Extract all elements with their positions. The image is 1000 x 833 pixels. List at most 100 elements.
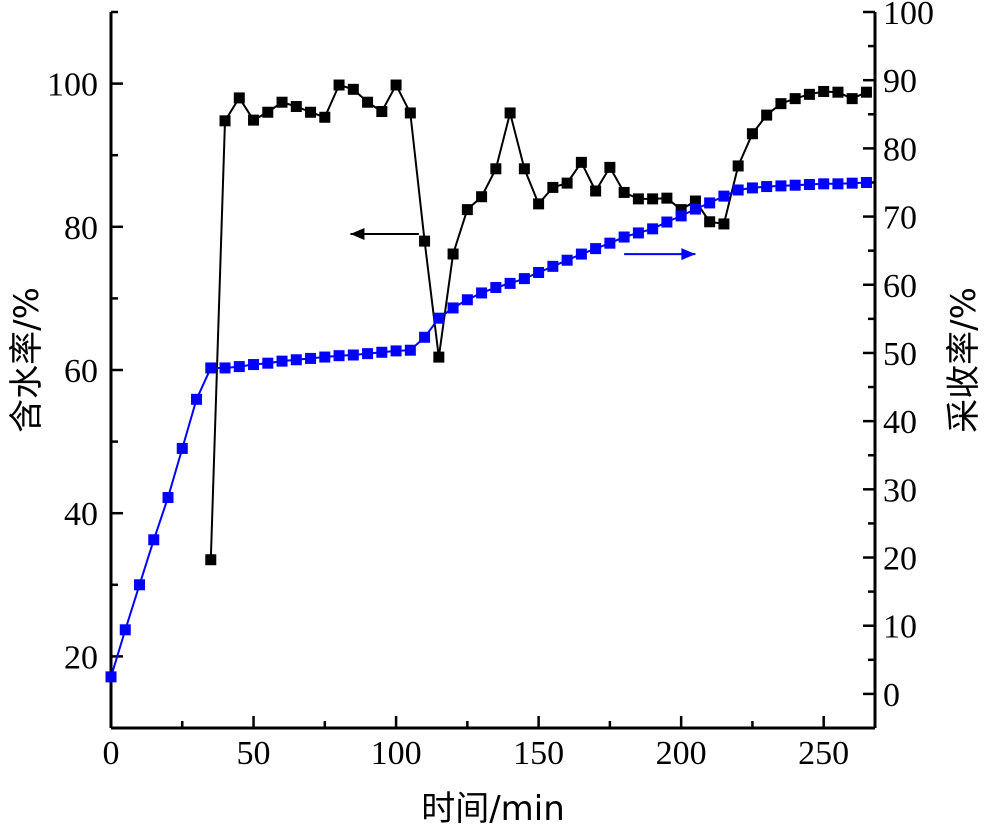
data-point: [832, 178, 844, 190]
data-point: [319, 111, 331, 123]
data-point: [647, 193, 659, 205]
right-y-tick-label: 60: [883, 268, 917, 305]
data-point: [276, 96, 288, 108]
data-point: [376, 346, 388, 358]
data-point: [689, 195, 701, 207]
right-y-tick-label: 20: [883, 541, 917, 578]
data-point: [262, 106, 274, 118]
data-point: [447, 248, 459, 260]
data-point: [661, 216, 673, 228]
data-point: [105, 671, 117, 683]
data-point: [419, 235, 431, 247]
data-point: [404, 107, 416, 119]
recovery-series: [105, 176, 872, 683]
data-point: [219, 362, 231, 374]
data-point: [732, 184, 744, 196]
left-y-axis-title: 含水率/%: [7, 287, 47, 433]
right-y-tick-label: 0: [883, 677, 900, 714]
data-point: [504, 277, 516, 289]
data-point: [647, 223, 659, 235]
data-point: [775, 98, 787, 110]
data-point: [176, 442, 188, 454]
data-point: [604, 161, 616, 173]
data-point: [846, 177, 858, 189]
data-point: [561, 254, 573, 266]
data-point: [547, 181, 559, 193]
data-point: [860, 176, 872, 188]
annotation-layer: [350, 227, 696, 261]
data-point: [803, 179, 815, 191]
right-y-tick-label: 90: [883, 63, 917, 100]
data-point: [419, 331, 431, 343]
data-point: [533, 198, 545, 210]
data-point: [618, 231, 630, 243]
data-point: [490, 163, 502, 175]
data-point: [162, 492, 174, 504]
data-point: [590, 185, 602, 197]
data-point: [746, 182, 758, 194]
data-point: [319, 351, 331, 363]
data-point: [461, 294, 473, 306]
data-point: [533, 266, 545, 278]
data-point: [376, 106, 388, 118]
data-point: [362, 348, 374, 360]
data-point: [561, 177, 573, 189]
right-y-tick-label: 10: [883, 609, 917, 646]
data-point: [461, 204, 473, 216]
data-point: [433, 312, 445, 324]
data-point: [789, 179, 801, 191]
data-point: [732, 160, 744, 172]
arrow-head: [681, 248, 696, 261]
right-y-tick-label: 50: [883, 336, 917, 373]
right-y-tick-label: 100: [883, 0, 934, 32]
data-point: [347, 83, 359, 95]
data-point: [476, 287, 488, 299]
data-point: [333, 79, 345, 91]
data-point: [205, 362, 217, 374]
right-y-axis-title: 采收率/%: [944, 287, 984, 433]
data-point: [290, 101, 302, 113]
x-tick-label: 100: [371, 735, 422, 772]
data-point: [846, 93, 858, 105]
data-point: [233, 92, 245, 104]
data-point: [575, 248, 587, 260]
data-point: [632, 193, 644, 205]
x-tick-label: 200: [656, 735, 707, 772]
data-point: [447, 302, 459, 314]
data-point: [205, 554, 217, 566]
data-point: [347, 349, 359, 361]
data-point: [590, 243, 602, 255]
left-y-tick-label: 100: [47, 67, 98, 104]
data-point: [689, 203, 701, 215]
data-point: [219, 115, 231, 127]
series-line: [110, 181, 867, 678]
axes: 0 50 100 150 200 250 20 40 60 80 100 0 10 20 30 40 50 60 7…: [47, 0, 934, 772]
x-tick-label: 50: [237, 735, 271, 772]
data-point: [632, 227, 644, 239]
data-point: [518, 273, 530, 285]
x-tick-label: 150: [513, 735, 564, 772]
left-y-tick-label: 40: [64, 496, 98, 533]
data-point: [390, 345, 402, 357]
left-y-tick-label: 20: [64, 639, 98, 676]
data-point: [832, 86, 844, 98]
right-y-tick-label: 70: [883, 200, 917, 237]
data-point: [305, 352, 317, 364]
left-y-tick-label: 60: [64, 353, 98, 390]
water-cut-series: [205, 79, 872, 566]
data-point: [305, 106, 317, 118]
data-point: [718, 218, 730, 230]
data-point: [704, 216, 716, 228]
right-axis-arrow: [624, 248, 696, 261]
series-layer: [105, 79, 872, 683]
data-point: [233, 361, 245, 373]
data-point: [661, 192, 673, 204]
right-y-tick-label: 80: [883, 131, 917, 168]
x-tick-label: 0: [103, 735, 120, 772]
data-point: [818, 178, 830, 190]
data-point: [775, 180, 787, 192]
data-point: [191, 393, 203, 405]
data-point: [718, 190, 730, 202]
x-axis-title: 时间/min: [421, 789, 565, 829]
data-point: [490, 281, 502, 293]
